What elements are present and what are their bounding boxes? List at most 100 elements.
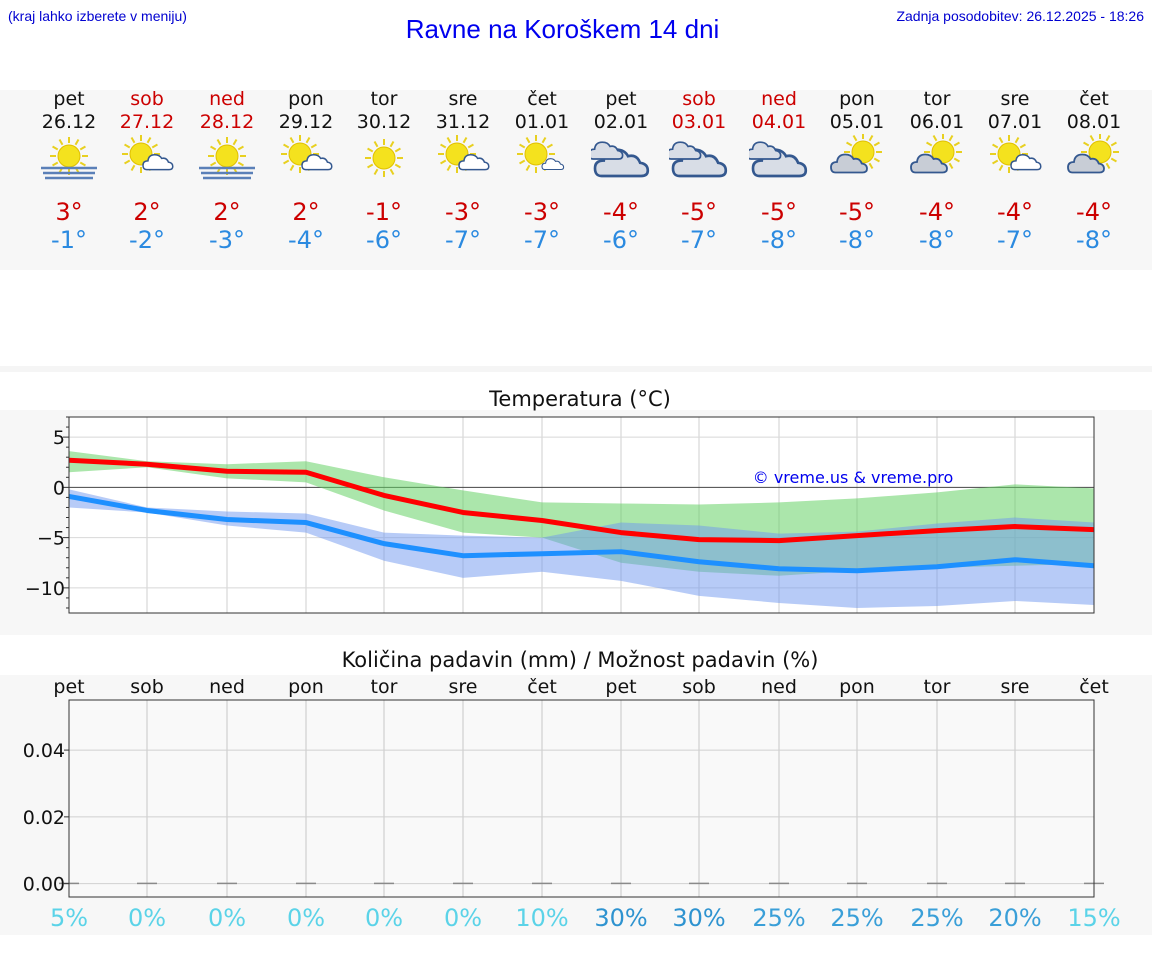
temp-high: -5° <box>761 198 797 226</box>
day-name: ned <box>761 88 797 110</box>
precip-probability: 15% <box>1067 904 1121 932</box>
temp-low: -8° <box>919 226 955 254</box>
day-name: sob <box>682 88 716 110</box>
temp-low: -7° <box>445 226 481 254</box>
precip-day-name: sre <box>448 676 478 698</box>
temp-high: -4° <box>603 198 639 226</box>
last-updated: Zadnja posodobitev: 26.12.2025 - 18:26 <box>896 8 1144 24</box>
precip-bar <box>689 882 709 885</box>
separator <box>0 366 1152 372</box>
day-date: 07.01 <box>987 111 1043 133</box>
day-date: 03.01 <box>671 111 727 133</box>
precip-day-name: sob <box>682 676 716 698</box>
day-date: 29.12 <box>278 111 334 133</box>
day-name: pet <box>53 88 85 110</box>
temp-low: -7° <box>524 226 560 254</box>
day-name: pet <box>605 88 637 110</box>
day-date: 31.12 <box>435 111 491 133</box>
sun-behind-cloud-icon <box>827 133 887 182</box>
precip-probability: 25% <box>910 904 964 932</box>
precip-day-name: sre <box>1000 676 1030 698</box>
y-tick-label: 0.04 <box>23 740 65 762</box>
temp-low: -3° <box>209 226 245 254</box>
day-name: ned <box>209 88 245 110</box>
precip-bar <box>927 882 947 885</box>
temp-high: 2° <box>292 198 320 226</box>
precipitation-chart: 0.00 0.02 0.04 <box>23 699 1104 898</box>
plot-frame <box>68 699 1095 898</box>
sun-fog-icon <box>39 134 99 182</box>
precip-probability: 20% <box>988 904 1042 932</box>
day-name: pon <box>288 88 324 110</box>
cloud-icon <box>746 134 809 182</box>
plot-area <box>69 700 1094 897</box>
plot-frame <box>68 416 1095 614</box>
precip-day-name: tor <box>370 676 398 698</box>
temp-low: -7° <box>997 226 1033 254</box>
sun-small-cloud-icon <box>985 134 1045 182</box>
temp-low: -7° <box>681 226 717 254</box>
precip-day-name: ned <box>209 676 245 698</box>
day-date: 28.12 <box>199 111 255 133</box>
temp-high: -5° <box>681 198 717 226</box>
day-name: tor <box>923 88 951 110</box>
precip-bar <box>847 882 867 885</box>
precip-day-name: sob <box>130 676 164 698</box>
forecast-panel <box>0 90 1152 270</box>
sun-tiny-cloud-icon <box>512 134 572 182</box>
temp-low: -4° <box>288 226 324 254</box>
day-date: 04.01 <box>751 111 807 133</box>
watermark: © vreme.us & vreme.pro <box>753 468 954 487</box>
cloud-icon <box>588 134 651 182</box>
precip-probability: 10% <box>515 904 569 932</box>
temperature-chart: 5 0 −5 −10 © vreme.us & vreme.pro <box>25 416 1095 614</box>
day-date: 05.01 <box>829 111 885 133</box>
precip-day-name: pon <box>839 676 875 698</box>
y-tick-label: −10 <box>25 578 65 600</box>
precip-day-name: čet <box>1079 676 1109 698</box>
min-temperature-line <box>68 493 1095 574</box>
precip-bar <box>453 882 473 885</box>
precipitation-chart-title: Količina padavin (mm) / Možnost padavin … <box>341 648 819 672</box>
precip-day-name: tor <box>923 676 951 698</box>
precip-day-name: pet <box>53 676 85 698</box>
y-tick-label: 5 <box>53 427 65 449</box>
temperature-chart-title: Temperatura (°C) <box>489 387 671 411</box>
temp-low: -8° <box>761 226 797 254</box>
sun-behind-cloud-icon <box>907 133 967 182</box>
temp-high: -3° <box>524 198 560 226</box>
day-name: pon <box>839 88 875 110</box>
precip-bar <box>769 882 789 885</box>
precip-bar <box>374 882 394 885</box>
min-range-band <box>69 489 1094 608</box>
precip-day-name: pon <box>288 676 324 698</box>
precip-probability: 25% <box>752 904 806 932</box>
day-name: čet <box>1079 88 1109 110</box>
precip-day-name: ned <box>761 676 797 698</box>
precip-bar <box>532 882 552 885</box>
y-tick-label: −5 <box>37 528 65 550</box>
precip-bar <box>1005 882 1025 885</box>
precip-bar <box>296 882 316 885</box>
day-name: tor <box>370 88 398 110</box>
temp-low: -8° <box>1076 226 1112 254</box>
y-tick-label: 0.00 <box>23 874 65 896</box>
precip-day-name: čet <box>527 676 557 698</box>
precip-bar <box>611 882 631 885</box>
temp-low: -8° <box>839 226 875 254</box>
day-name: sre <box>1000 88 1030 110</box>
temp-high: 3° <box>55 198 83 226</box>
cloud-icon <box>666 134 729 182</box>
temp-high: -4° <box>997 198 1033 226</box>
sun-fog-icon <box>197 134 257 182</box>
temp-low: -1° <box>51 226 87 254</box>
precip-probability: 0% <box>207 904 247 932</box>
y-tick-label: 0.02 <box>23 807 65 829</box>
precip-probability: 5% <box>49 904 89 932</box>
precip-probability: 0% <box>364 904 404 932</box>
precip-probability: 0% <box>286 904 326 932</box>
max-temperature-line <box>68 457 1095 544</box>
precip-bar <box>217 882 237 885</box>
day-date: 30.12 <box>356 111 412 133</box>
precip-bar <box>137 882 157 885</box>
